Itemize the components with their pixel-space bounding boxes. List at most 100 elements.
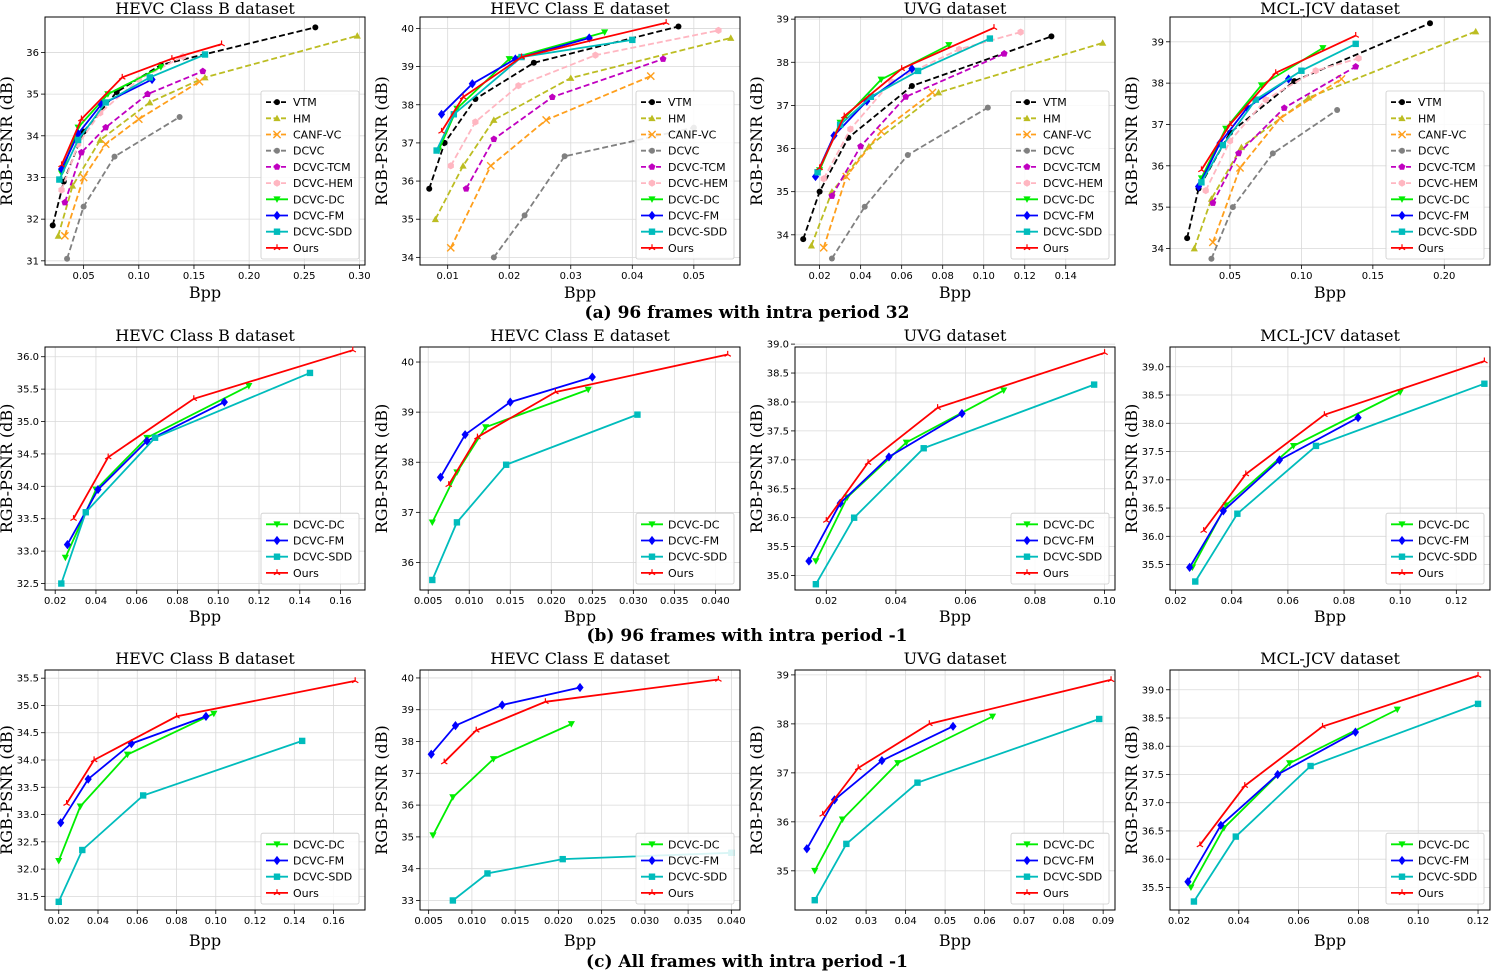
legend-item: DCVC-TCM — [1391, 161, 1476, 174]
x-tick-label: 0.04 — [87, 916, 109, 927]
legend-item: Ours — [1391, 887, 1444, 900]
data-point — [55, 858, 63, 865]
y-axis-label: RGB-PSNR (dB) — [372, 76, 391, 206]
legend-label: DCVC-DC — [668, 193, 720, 206]
data-point — [1269, 150, 1276, 157]
data-point — [1474, 700, 1482, 708]
data-point — [428, 519, 436, 526]
x-axis-label: Bpp — [939, 607, 971, 626]
data-point — [1307, 762, 1314, 770]
legend-label: DCVC-FM — [1043, 855, 1094, 868]
chart-panel-2: 0.01 0.02 0.03 0.04 0.05 34 35 36 37 38 39 40 HEVC C… — [372, 0, 741, 302]
data-point — [541, 698, 549, 705]
y-tick-label: 36.0 — [1142, 532, 1164, 543]
x-axis-label: Bpp — [189, 607, 221, 626]
legend-marker — [1023, 855, 1031, 866]
legend-label: DCVC-FM — [1043, 210, 1094, 223]
series-ours — [63, 677, 359, 806]
legend-label: DCVC — [1418, 145, 1450, 158]
legend-label: CANF-VC — [1418, 129, 1467, 142]
legend-box — [260, 90, 360, 260]
y-tick-label: 36 — [26, 48, 39, 59]
y-tick-label: 39.0 — [767, 340, 789, 351]
series-line-dcvc-dc — [1200, 47, 1324, 179]
legend-marker — [1397, 130, 1407, 139]
plot-frame — [1169, 669, 1491, 911]
x-tick-label: 0.03 — [560, 271, 582, 282]
y-tick-label: 36.5 — [767, 484, 789, 495]
data-point — [1200, 527, 1208, 533]
data-point — [1352, 63, 1360, 70]
data-point — [816, 164, 824, 171]
data-point — [925, 720, 933, 727]
data-point — [867, 93, 875, 100]
chart-panel-6: 0.005 0.010 0.015 0.020 0.025 0.030 0.035 0.040… — [372, 326, 741, 626]
data-point — [588, 372, 596, 382]
legend-marker — [1398, 873, 1406, 880]
legend-label: DCVC-DC — [668, 838, 720, 851]
data-point — [800, 236, 807, 243]
x-tick-label: 0.04 — [894, 916, 916, 927]
data-point — [461, 430, 469, 440]
data-point — [1192, 578, 1199, 585]
y-tick-label: 34 — [1151, 244, 1164, 255]
legend: DCVC-DC DCVC-FM DCVC-SDD Ours — [1010, 832, 1110, 905]
legend-marker — [1022, 130, 1032, 139]
y-tick-label: 37.0 — [1142, 475, 1164, 486]
legend-item: DCVC-HEM — [266, 177, 353, 190]
y-tick-label: 37 — [401, 138, 414, 149]
series-line-ours — [1199, 674, 1479, 846]
series-dcvc-sdd — [1198, 40, 1359, 186]
chart-panel-7: 0.02 0.04 0.06 0.08 0.10 35.0 35.5 36.0 36.5 37.0… — [747, 326, 1116, 626]
series-dcvc-sdd — [56, 51, 209, 183]
legend-item: DCVC-FM — [1016, 210, 1094, 223]
series-line-dcvc-dc — [64, 385, 250, 558]
legend-label: DCVC-FM — [1043, 535, 1094, 548]
data-point — [1396, 389, 1404, 396]
data-point — [551, 388, 559, 395]
data-point — [914, 67, 922, 75]
series-line-dcvc-fm — [440, 37, 590, 115]
data-point — [245, 383, 253, 390]
series-dcvc-sdd — [429, 411, 641, 584]
series-line-ours — [440, 21, 667, 132]
x-tick-label: 0.040 — [701, 596, 730, 607]
legend-item: VTM — [1391, 96, 1442, 109]
data-point — [482, 424, 490, 431]
x-tick-label: 0.06 — [954, 596, 976, 607]
x-axis-label: Bpp — [564, 607, 596, 626]
legend-item: DCVC-DC — [1391, 838, 1470, 851]
data-point — [1095, 715, 1103, 723]
legend-label: DCVC-TCM — [668, 161, 726, 174]
data-point — [675, 23, 682, 30]
series-line-dcvc-sdd — [1194, 382, 1485, 582]
legend-label: VTM — [293, 96, 317, 109]
x-tick-label: 0.02 — [44, 596, 66, 607]
legend-label: CANF-VC — [668, 129, 717, 142]
legend-label: VTM — [1418, 96, 1442, 109]
y-tick-label: 40 — [401, 358, 414, 369]
data-point — [864, 459, 872, 466]
y-tick-label: 38.0 — [767, 397, 789, 408]
legend-label: HM — [1418, 112, 1436, 125]
y-tick-label: 37.0 — [767, 455, 789, 466]
legend-item: HM — [1016, 112, 1061, 125]
y-axis-label: RGB-PSNR (dB) — [372, 725, 391, 855]
chart-title: HEVC Class E dataset — [490, 326, 670, 345]
y-axis-label: RGB-PSNR (dB) — [372, 404, 391, 534]
legend-marker — [273, 873, 281, 880]
data-point — [123, 751, 132, 759]
data-point — [151, 434, 159, 441]
data-point — [1190, 244, 1198, 252]
x-tick-label: 0.010 — [458, 916, 487, 927]
series-line-dcvc-fm — [59, 715, 207, 824]
chart-title: HEVC Class B dataset — [115, 326, 295, 345]
legend-item: DCVC — [266, 145, 325, 158]
legend-item: DCVC-DC — [266, 838, 345, 851]
series-dcvc-dc — [429, 721, 575, 839]
data-point — [811, 897, 818, 904]
data-point — [64, 255, 71, 262]
legend-label: DCVC — [293, 145, 325, 158]
y-tick-label: 34 — [776, 230, 789, 241]
x-axis-label: Bpp — [939, 283, 971, 302]
